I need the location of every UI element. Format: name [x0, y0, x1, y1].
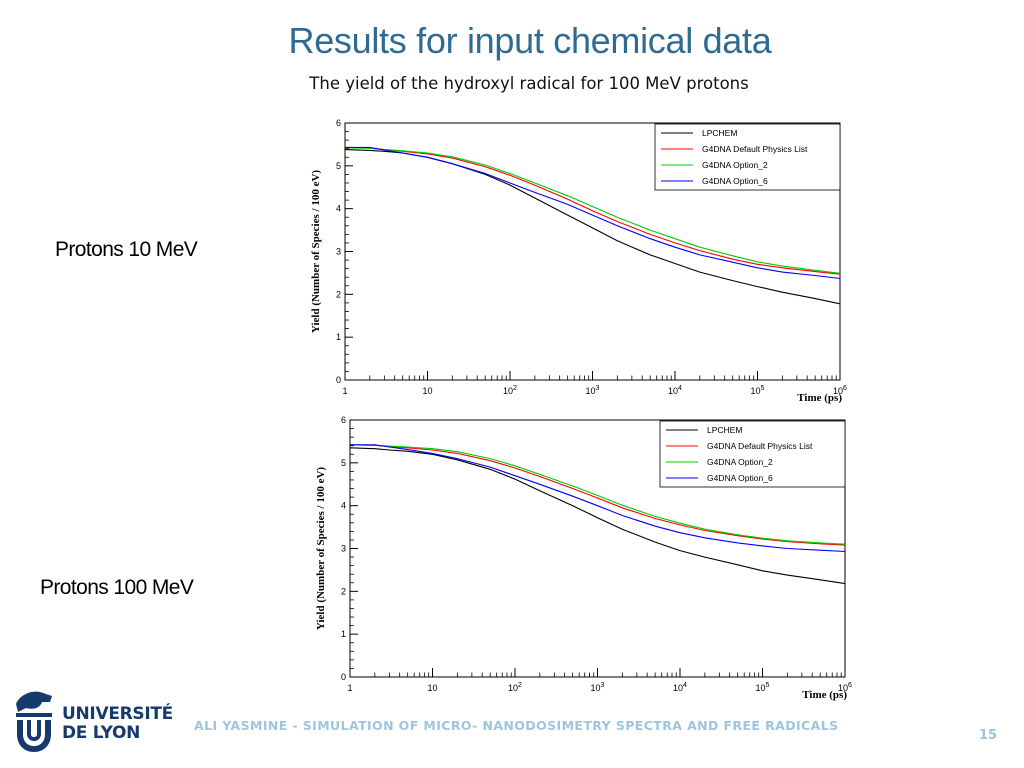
slide-title: Results for input chemical data — [288, 20, 772, 61]
x-tick-label-exponent: 3 — [596, 385, 600, 392]
x-tick-label: 106 — [838, 682, 852, 693]
x-tick-label: 103 — [591, 682, 605, 693]
legend-label: G4DNA Default Physics List — [707, 441, 813, 451]
y-tick-label: 4 — [336, 204, 341, 214]
y-tick-label: 3 — [341, 544, 346, 554]
slide-subtitle: The yield of the hydroxyl radical for 10… — [309, 74, 749, 93]
x-tick-label: 105 — [756, 682, 770, 693]
legend-box — [659, 420, 846, 488]
x-tick-label: 105 — [751, 385, 765, 396]
series-line — [350, 444, 846, 553]
x-tick-label: 103 — [586, 385, 600, 396]
x-tick-label: 106 — [833, 385, 847, 396]
x-tick-label: 10 — [427, 683, 437, 693]
x-tick-label: 10 — [422, 386, 432, 396]
x-tick-label-exponent: 4 — [678, 385, 682, 392]
y-axis-title: Yield (Number of Species / 100 eV) — [310, 170, 322, 333]
legend-label: LPCHEM — [707, 425, 742, 435]
y-tick-label: 2 — [336, 289, 341, 299]
x-tick-label: 102 — [508, 682, 522, 693]
logo-text-de-lyon: DE LYON — [62, 723, 141, 743]
x-tick-label-exponent: 3 — [601, 682, 605, 689]
x-tick-label-exponent: 5 — [761, 385, 765, 392]
x-tick-label-exponent: 6 — [848, 682, 852, 689]
y-tick-label: 0 — [341, 672, 346, 682]
x-tick-label-exponent: 2 — [518, 682, 522, 689]
chart-row-label-10mev: Protons 10 MeV — [55, 238, 198, 261]
x-tick-label: 1 — [347, 683, 352, 693]
x-tick-label-exponent: 2 — [513, 385, 517, 392]
y-tick-label: 5 — [341, 458, 346, 468]
y-tick-label: 0 — [336, 375, 341, 385]
x-tick-label: 102 — [503, 385, 517, 396]
series-line — [344, 147, 841, 274]
y-axis-title: Yield (Number of Species / 100 eV) — [315, 467, 327, 630]
series-line — [345, 146, 841, 280]
series-line — [349, 444, 846, 545]
y-tick-label: 1 — [336, 332, 341, 342]
page-number: 15 — [979, 728, 998, 743]
legend-label: G4DNA Option_6 — [702, 176, 768, 186]
x-axis-title: Time (ps) — [797, 392, 842, 404]
legend-box — [654, 123, 841, 191]
universite-de-lyon-logo: UNIVERSITÉ DE LYON — [12, 686, 173, 758]
series-line — [349, 444, 846, 546]
chart-row-label-100mev: Protons 100 MeV — [40, 576, 194, 599]
y-tick-label: 4 — [341, 501, 346, 511]
x-tick-label: 104 — [673, 682, 687, 693]
x-axis-title: Time (ps) — [802, 689, 847, 701]
x-tick-label-exponent: 4 — [683, 682, 687, 689]
y-tick-label: 6 — [341, 415, 346, 425]
x-tick-label-exponent: 5 — [766, 682, 770, 689]
footer-text: ALI YASMINE - SIMULATION OF MICRO- NANOD… — [194, 718, 839, 733]
legend-label: G4DNA Default Physics List — [702, 144, 808, 154]
series-line — [349, 447, 846, 585]
legend-label: G4DNA Option_6 — [707, 473, 773, 483]
lion-icon — [16, 691, 52, 752]
legend-label: LPCHEM — [702, 128, 737, 138]
x-tick-label: 1 — [342, 386, 347, 396]
x-tick-label: 104 — [668, 385, 682, 396]
y-tick-label: 3 — [336, 247, 341, 257]
y-tick-label: 6 — [336, 118, 341, 128]
y-tick-label: 2 — [341, 586, 346, 596]
legend-label: G4DNA Option_2 — [707, 457, 773, 467]
y-tick-label: 1 — [341, 629, 346, 639]
x-tick-label-exponent: 6 — [843, 385, 847, 392]
legend-label: G4DNA Option_2 — [702, 160, 768, 170]
logo-text-universite: UNIVERSITÉ — [62, 704, 173, 724]
y-tick-label: 5 — [336, 161, 341, 171]
